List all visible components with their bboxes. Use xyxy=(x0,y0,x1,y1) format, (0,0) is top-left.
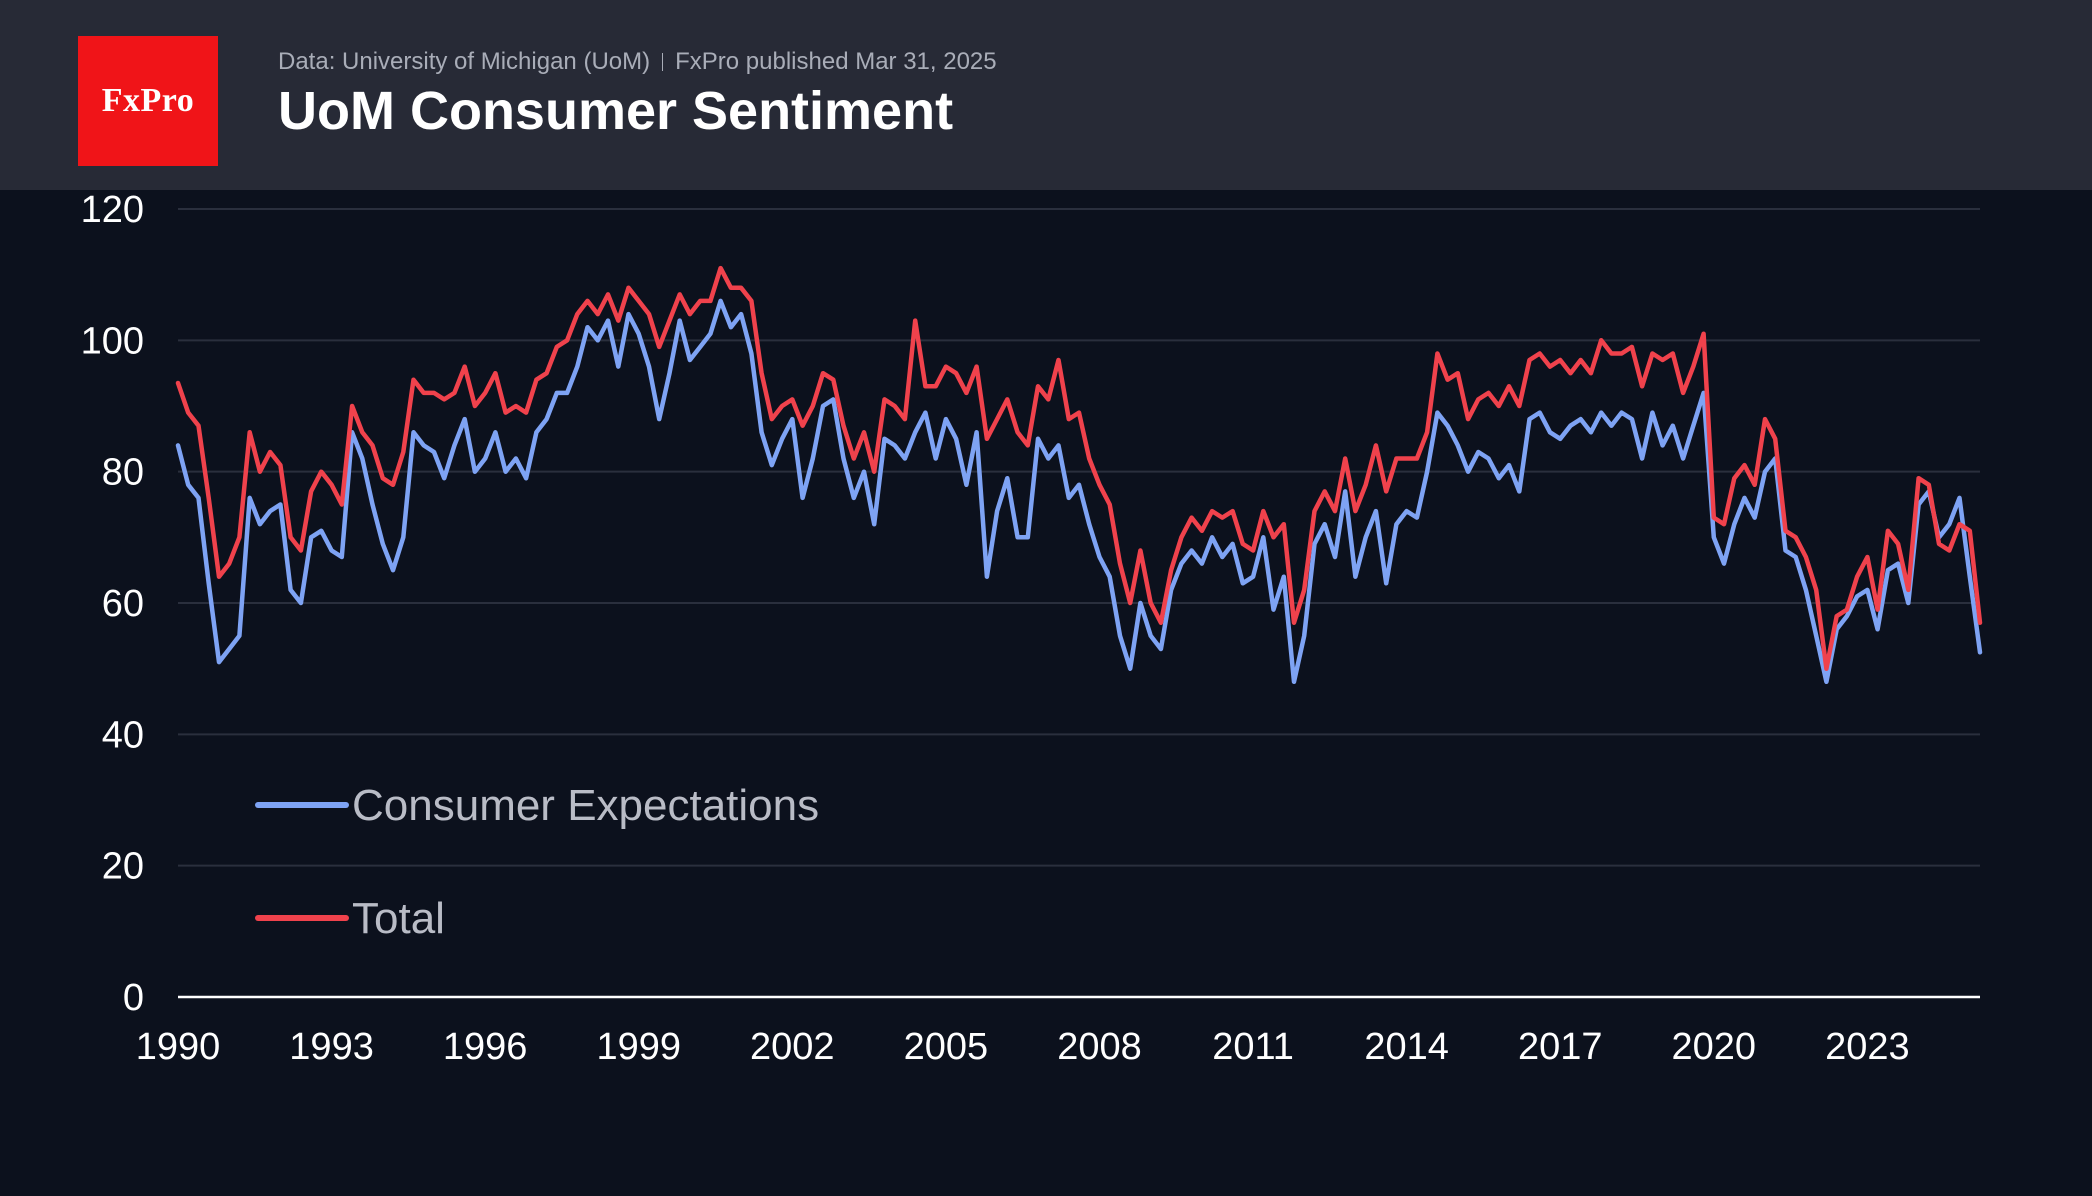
series-line-total xyxy=(175,265,1983,671)
x-tick-label: 2008 xyxy=(1057,1026,1142,1068)
x-tick-label: 2017 xyxy=(1518,1026,1603,1068)
x-tick-label: 2005 xyxy=(904,1026,989,1068)
subtitle-separator xyxy=(662,53,664,71)
legend-label: Consumer Expectations xyxy=(352,781,819,830)
x-axis-ticks: 1990 1993 1996 1999 2002 2005 2008 2011 2014 2017… xyxy=(136,1026,1910,1068)
series-line-consumer-expectations xyxy=(175,298,1983,685)
y-tick-label: 120 xyxy=(81,189,144,231)
fxpro-logo: FxPro xyxy=(78,36,218,166)
x-tick-label: 1999 xyxy=(596,1026,681,1068)
x-tick-label: 2002 xyxy=(750,1026,835,1068)
x-tick-label: 2014 xyxy=(1364,1026,1449,1068)
y-tick-label: 100 xyxy=(81,320,144,362)
x-tick-label: 2023 xyxy=(1825,1026,1910,1068)
page-title: UoM Consumer Sentiment xyxy=(278,81,954,141)
y-tick-label: 20 xyxy=(102,846,144,888)
x-tick-label: 1990 xyxy=(136,1026,221,1068)
gridlines xyxy=(178,208,1980,867)
legend-label: Total xyxy=(352,894,445,943)
y-tick-label: 0 xyxy=(123,977,144,1019)
x-tick-label: 2020 xyxy=(1672,1026,1757,1068)
header-bar: FxPro Data: University of Michigan (UoM)… xyxy=(0,0,2092,190)
x-tick-label: 1993 xyxy=(289,1026,374,1068)
data-source-label: Data: University of Michigan (UoM) xyxy=(278,48,651,75)
chart-subtitle: Data: University of Michigan (UoM) FxPro… xyxy=(278,48,997,76)
y-tick-label: 80 xyxy=(102,452,144,494)
published-label: FxPro published Mar 31, 2025 xyxy=(675,48,997,75)
series-lines xyxy=(175,265,1983,685)
y-tick-label: 60 xyxy=(102,583,144,625)
legend: Consumer Expectations Total xyxy=(255,781,819,943)
x-tick-label: 2011 xyxy=(1212,1026,1294,1068)
y-axis-ticks: 0 20 40 60 80 100 120 xyxy=(81,189,144,1019)
y-tick-label: 40 xyxy=(102,714,144,756)
x-tick-label: 1996 xyxy=(443,1026,528,1068)
